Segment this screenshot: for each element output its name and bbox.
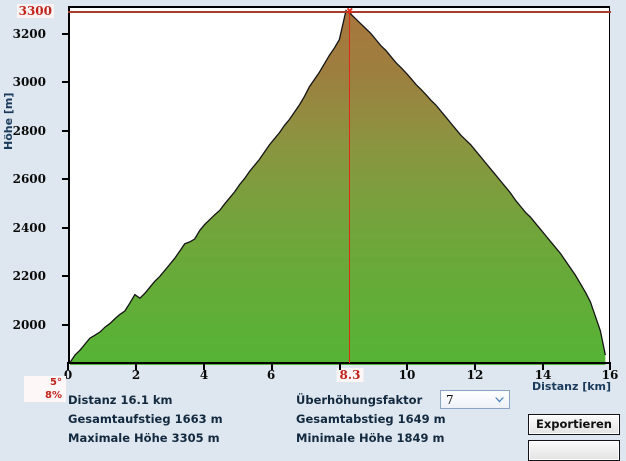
x-tick-mark (474, 364, 476, 370)
y-tick-mark (62, 178, 68, 180)
y-tick-label: 2600 (12, 172, 46, 186)
chevron-down-icon[interactable] (491, 392, 508, 407)
x-tick-mark (339, 364, 341, 370)
x-tick-label: 6 (266, 368, 276, 382)
y-tick-label: 3000 (12, 75, 46, 89)
y-tick-label: 2400 (12, 221, 46, 235)
threshold-line-3300 (68, 11, 611, 13)
x-tick-label: 4 (199, 368, 209, 382)
stat-total-ascent: Gesamtaufstieg 1663 m (68, 412, 223, 426)
y-tick-label: 2000 (12, 318, 46, 332)
y-tick-label-highlighted: 3300 (16, 4, 54, 18)
elevation-profile-plot[interactable] (68, 6, 610, 365)
exaggeration-factor-select[interactable]: 7 (440, 390, 510, 409)
x-tick-mark (203, 364, 205, 370)
stat-distance: Distanz 16.1 km (68, 393, 173, 407)
peak-marker-icon: ✖ (346, 7, 354, 17)
x-tick-mark (406, 364, 408, 370)
profile-outline (70, 9, 606, 363)
profile-fill-area (70, 10, 606, 365)
x-tick-label: 14 (534, 368, 552, 382)
y-tick-mark (62, 227, 68, 229)
x-tick-label: 10 (398, 368, 416, 382)
x-tick-label-highlighted: 8.3 (336, 368, 364, 382)
cursor-line-8-3km[interactable] (349, 12, 350, 363)
y-tick-mark (62, 275, 68, 277)
stat-min-height: Minimale Höhe 1849 m (296, 431, 445, 445)
y-axis: 3300 3200 3000 2800 2600 2400 2200 2000 (0, 0, 68, 363)
slope-legend: 5° 8% (24, 376, 66, 402)
slope-degrees: 5° (50, 377, 62, 388)
x-axis-title: Distanz [km] (532, 380, 612, 393)
secondary-button[interactable] (528, 440, 620, 461)
y-tick-mark (62, 324, 68, 326)
y-axis-title: Höhe [m] (2, 92, 15, 150)
stat-max-height: Maximale Höhe 3305 m (68, 431, 220, 445)
elevation-profile-svg (70, 9, 606, 365)
y-tick-mark (62, 33, 68, 35)
exaggeration-factor-value: 7 (446, 393, 454, 407)
x-axis-line (67, 362, 611, 364)
y-tick-label: 3200 (12, 27, 46, 41)
slope-percent: 8% (45, 390, 62, 401)
x-tick-label: 0 (63, 368, 73, 382)
label-exaggeration: Überhöhungsfaktor (296, 393, 423, 407)
stat-total-descent: Gesamtabstieg 1649 m (296, 412, 446, 426)
export-button[interactable]: Exportieren (528, 414, 620, 435)
x-tick-label: 12 (466, 368, 484, 382)
x-tick-mark (542, 364, 544, 370)
x-tick-mark (135, 364, 137, 370)
x-tick-mark (271, 364, 273, 370)
x-tick-mark (609, 364, 611, 370)
y-tick-label: 2200 (12, 269, 46, 283)
x-tick-label: 16 (601, 368, 619, 382)
y-tick-label: 2800 (12, 124, 46, 138)
x-tick-mark (67, 364, 69, 370)
y-tick-mark (62, 130, 68, 132)
x-tick-label: 2 (131, 368, 141, 382)
y-tick-mark (62, 81, 68, 83)
